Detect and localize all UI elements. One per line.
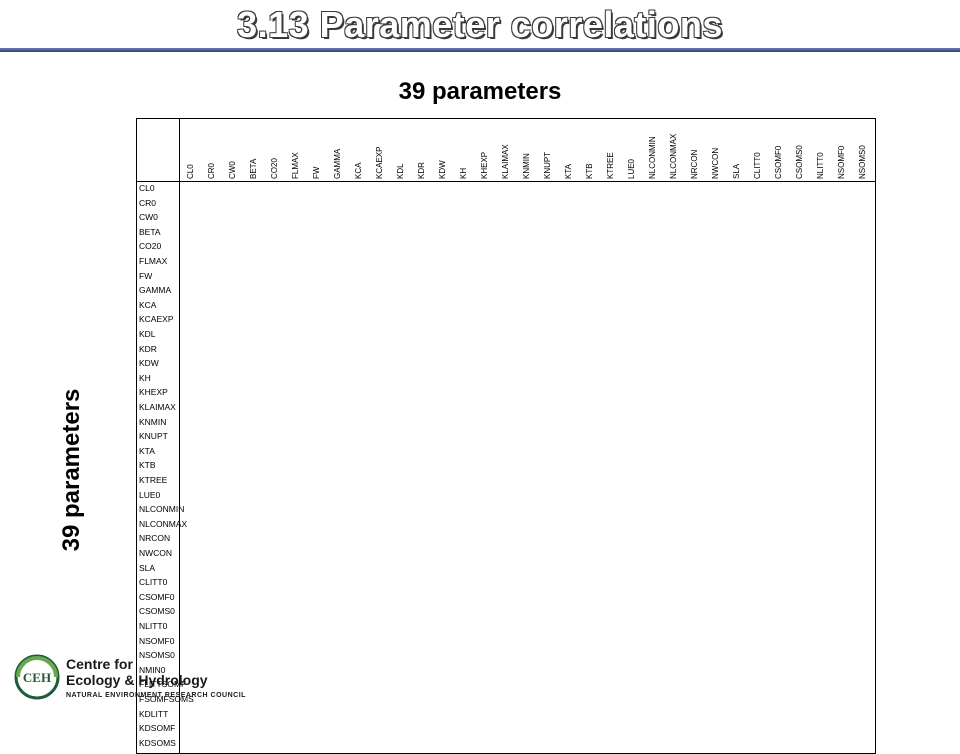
column-header: NLCONMIN (648, 136, 657, 179)
svg-text:CEH: CEH (23, 670, 51, 685)
row-header: CL0 (139, 183, 155, 193)
org-line-1: Centre for (66, 656, 133, 672)
column-header: SLA (732, 163, 741, 179)
column-header: CO20 (270, 158, 279, 179)
row-header: NLCONMIN (139, 504, 185, 515)
page-title: 3.13 Parameter correlations (237, 4, 723, 45)
column-header: BETA (249, 158, 258, 179)
row-header: KNMIN (139, 416, 167, 427)
row-header: FW (139, 270, 153, 281)
row-header: NMIN0 (139, 664, 166, 675)
column-header: NLITT0 (816, 152, 825, 179)
row-header: NLCONMAX (139, 518, 188, 529)
row-header: KCAEXP (139, 314, 174, 325)
row-header: KH (139, 372, 151, 383)
column-header: KTREE (606, 152, 615, 179)
column-header: KDL (396, 163, 405, 179)
row-header: CO20 (139, 241, 162, 252)
column-header: CSOMF0 (774, 145, 783, 179)
column-header: KNUPT (543, 151, 552, 179)
column-header: NSOMS0 (858, 145, 867, 179)
column-headers: CL0 CR0 CW0 BETA CO20 FLMAX FW GAMMA KCA KCAEXP KD… (137, 119, 875, 181)
row-header: NSOMS0 (139, 650, 175, 661)
column-header: FW (312, 166, 321, 179)
column-header: NLCONMAX (669, 133, 678, 179)
column-header: KTB (585, 163, 594, 179)
row-header: FSOMFSOMS (139, 694, 194, 704)
column-header: NRCON (690, 149, 699, 179)
row-header: CW0 (139, 212, 158, 223)
column-header: CLITT0 (753, 152, 762, 179)
row-header: KTA (139, 445, 155, 456)
row-header: NRCON (139, 533, 171, 544)
row-header: SLA (139, 562, 156, 573)
row-header: KDSOMS (139, 737, 176, 748)
row-header: NWCON (139, 548, 173, 558)
column-header: CL0 (186, 164, 195, 179)
row-header: KDR (139, 343, 157, 354)
row-header: KDL (139, 329, 156, 339)
row-header: CSOMS0 (139, 606, 175, 617)
row-header: NSOMF0 (139, 635, 175, 646)
row-header: KDSOMF (139, 723, 176, 734)
ceh-logo: CEH (14, 654, 60, 700)
row-header: FLITTSOMF (139, 679, 187, 690)
correlation-matrix: CL0 CR0 CW0 BETA CO20 FLMAX FW GAMMA KCA KCAEXP KD… (136, 118, 876, 754)
side-axis-label: 39 parameters (58, 388, 85, 552)
column-header: KH (459, 167, 468, 179)
row-header: KLAIMAX (139, 402, 176, 412)
column-header: FLMAX (291, 152, 300, 179)
column-header: KCAEXP (375, 146, 384, 179)
column-header: CR0 (207, 162, 216, 179)
row-header: KHEXP (139, 387, 168, 398)
row-header: BETA (139, 226, 161, 237)
column-header: KHEXP (480, 151, 489, 179)
column-header: NSOMF0 (837, 145, 846, 179)
top-axis-label: 39 parameters (398, 78, 562, 105)
column-header: LUE0 (627, 158, 636, 179)
row-header: KTREE (139, 475, 168, 485)
row-header: CSOMF0 (139, 591, 175, 602)
row-header: CLITT0 (139, 577, 168, 588)
row-header: KDW (139, 358, 159, 369)
row-header: KNUPT (139, 431, 168, 442)
column-header: KDR (417, 162, 426, 179)
row-header: NLITT0 (139, 621, 168, 631)
title-divider (0, 48, 960, 52)
column-header: KLAIMAX (501, 144, 510, 179)
column-header: GAMMA (333, 148, 342, 179)
row-header: CR0 (139, 197, 157, 208)
row-header: FLMAX (139, 256, 168, 266)
row-header: KCA (139, 299, 157, 310)
column-header: KTA (564, 164, 573, 179)
row-header: LUE0 (139, 489, 161, 500)
org-line-3: NATURAL ENVIRONMENT RESEARCH COUNCIL (66, 692, 246, 699)
row-header: KTB (139, 460, 156, 471)
org-line-2: Ecology & Hydrology (66, 672, 208, 688)
column-header: NWCON (711, 147, 720, 179)
row-header: KDLITT (139, 708, 169, 719)
column-header: KDW (438, 160, 447, 179)
column-header: KNMIN (522, 153, 531, 179)
column-header: CW0 (228, 161, 237, 179)
label-divider (179, 119, 180, 753)
row-header: GAMMA (139, 285, 172, 296)
column-header: KCA (354, 162, 363, 179)
header-divider (137, 181, 875, 182)
column-header: CSOMS0 (795, 145, 804, 179)
